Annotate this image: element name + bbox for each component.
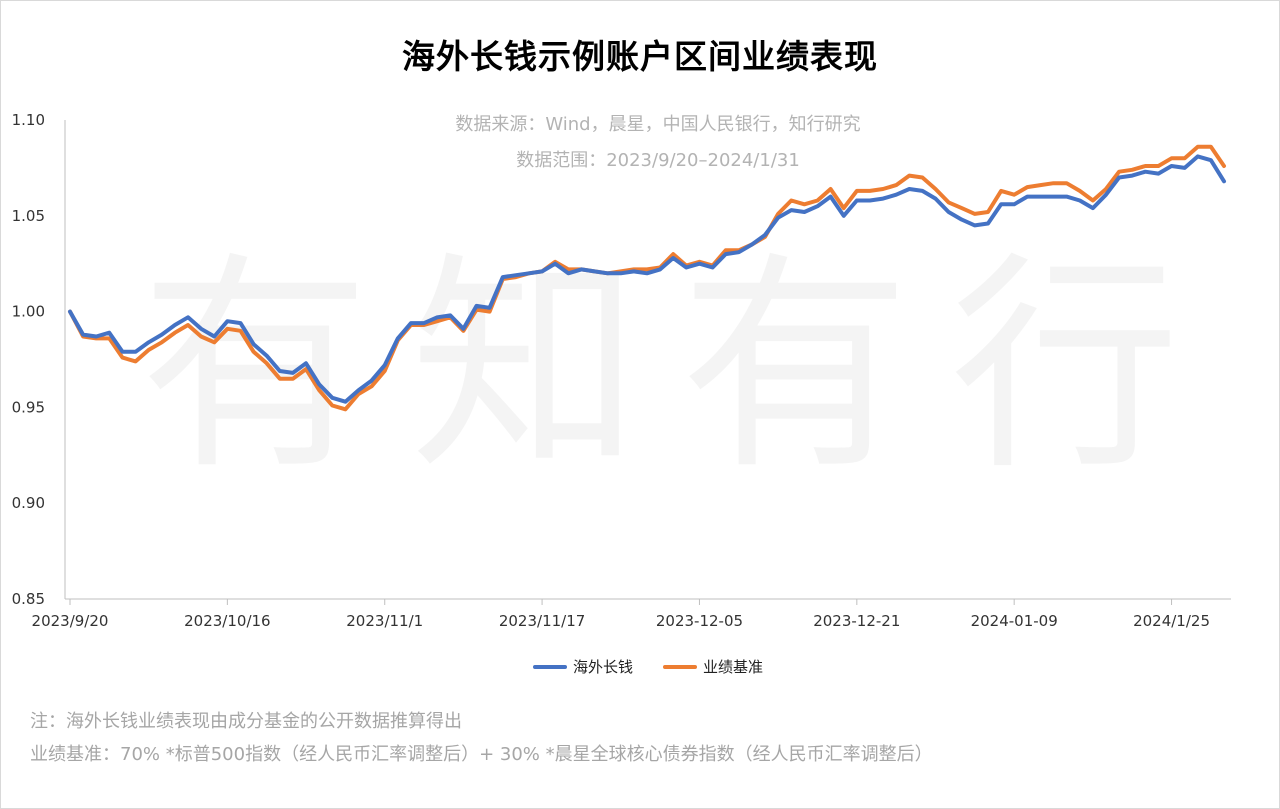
x-tick-label: 2023-12-05 — [656, 612, 743, 630]
legend-label-series-2: 业绩基准 — [703, 658, 764, 676]
x-tick-label: 2023-12-21 — [813, 612, 900, 630]
legend-swatch-series-1 — [533, 664, 567, 669]
legend-item-series-2[interactable]: 业绩基准 — [663, 656, 763, 677]
x-tick-label: 2023/10/16 — [184, 612, 270, 630]
x-tick-label: 2023/11/1 — [346, 612, 423, 630]
chart-title: 海外长钱示例账户区间业绩表现 — [402, 37, 878, 76]
data-range-text: 数据范围：2023/9/20–2024/1/31 — [516, 150, 800, 171]
data-source-text: 数据来源：Wind，晨星，中国人民银行，知行研究 — [455, 114, 861, 135]
y-tick-label: 1.10 — [12, 111, 45, 129]
watermark-text: 有知有行 — [140, 180, 1180, 513]
x-tick-label: 2024-01-09 — [971, 612, 1058, 630]
y-axis-ticks: 0.85 0.90 0.95 1.00 1.05 1.10 — [12, 111, 45, 608]
x-tick-label: 2023/11/17 — [499, 612, 585, 630]
y-tick-label: 0.85 — [12, 590, 45, 608]
legend-label-series-1: 海外长钱 — [573, 658, 634, 676]
legend: 海外长钱 业绩基准 — [533, 656, 763, 677]
x-tick-label: 2024/1/25 — [1133, 612, 1210, 630]
legend-item-series-1[interactable]: 海外长钱 — [533, 656, 633, 677]
footnote-2: 业绩基准：70% *标普500指数（经人民币汇率调整后）+ 30% *晨星全球核… — [30, 744, 933, 765]
series-line-2 — [68, 144, 1226, 412]
y-tick-label: 0.90 — [12, 494, 45, 512]
y-tick-label: 1.05 — [12, 207, 45, 225]
legend-swatch-series-2 — [663, 664, 698, 669]
series-line-1 — [68, 154, 1226, 404]
series-layer — [68, 144, 1226, 412]
x-axis-ticks: 2023/9/20 2023/10/16 2023/11/1 2023/11/17 20… — [32, 599, 1210, 630]
y-tick-label: 1.00 — [12, 303, 45, 321]
x-tick-label: 2023/9/20 — [32, 612, 109, 630]
footnote-1: 注：海外长钱业绩表现由成分基金的公开数据推算得出 — [30, 711, 462, 732]
y-tick-label: 0.95 — [12, 398, 45, 416]
